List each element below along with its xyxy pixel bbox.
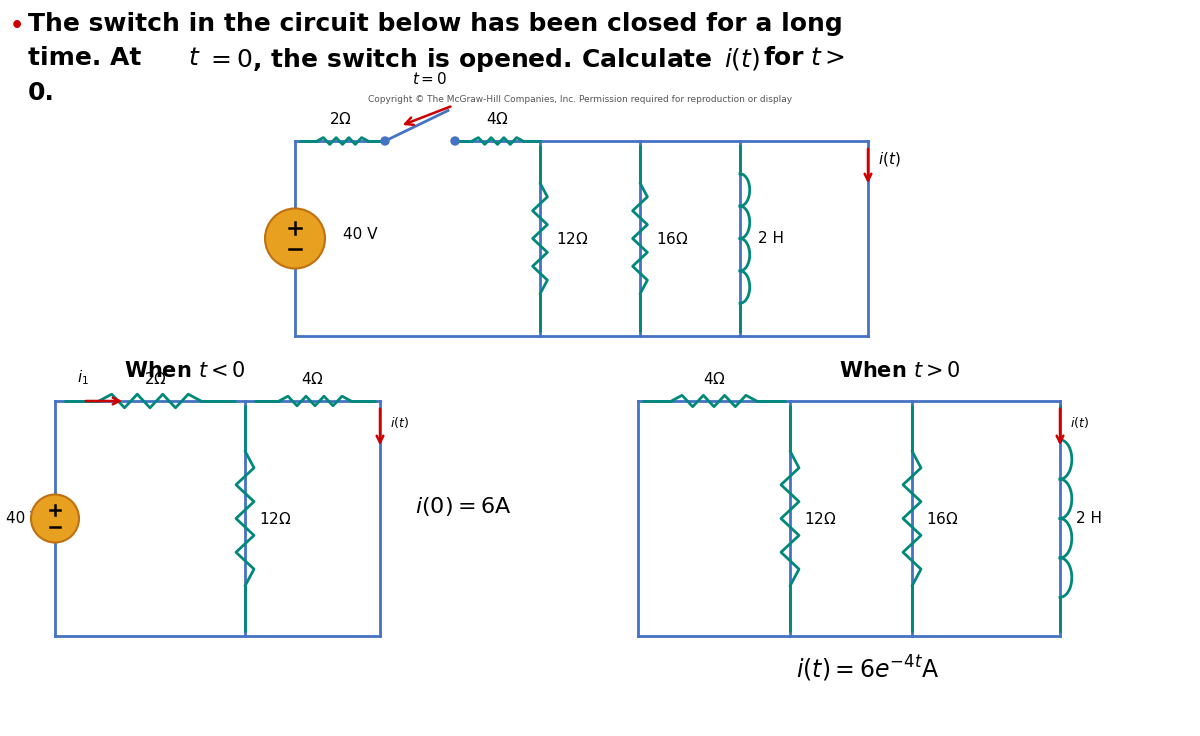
Text: $t >$: $t >$ bbox=[810, 46, 845, 70]
Text: 2 H: 2 H bbox=[1076, 511, 1102, 526]
Text: $i(t)$: $i(t)$ bbox=[724, 46, 760, 72]
Text: 2 H: 2 H bbox=[758, 231, 784, 246]
Circle shape bbox=[451, 137, 458, 145]
Text: 12$\Omega$: 12$\Omega$ bbox=[804, 511, 836, 526]
Text: 12$\Omega$: 12$\Omega$ bbox=[556, 230, 588, 247]
Text: $i(0) = 6\mathrm{A}$: $i(0) = 6\mathrm{A}$ bbox=[415, 495, 511, 517]
Text: 4$\Omega$: 4$\Omega$ bbox=[702, 371, 726, 387]
Text: $i(t)$: $i(t)$ bbox=[390, 416, 409, 431]
Text: $i(t)$: $i(t)$ bbox=[878, 150, 901, 168]
Text: $t=0$: $t=0$ bbox=[413, 71, 448, 87]
Text: 2$\Omega$: 2$\Omega$ bbox=[144, 371, 167, 387]
Text: 2$\Omega$: 2$\Omega$ bbox=[329, 111, 352, 127]
Text: Copyright © The McGraw-Hill Companies, Inc. Permission required for reproduction: Copyright © The McGraw-Hill Companies, I… bbox=[368, 95, 792, 104]
Text: 4$\Omega$: 4$\Omega$ bbox=[301, 371, 324, 387]
Text: 40 V: 40 V bbox=[6, 511, 41, 526]
Text: $i(t)$: $i(t)$ bbox=[1070, 416, 1090, 431]
Circle shape bbox=[265, 208, 325, 269]
Text: $i_1$: $i_1$ bbox=[77, 368, 89, 387]
Text: 16$\Omega$: 16$\Omega$ bbox=[926, 511, 959, 526]
Circle shape bbox=[382, 137, 389, 145]
Text: When $t > 0$: When $t > 0$ bbox=[839, 361, 961, 381]
Text: $= 0$, the switch is opened. Calculate: $= 0$, the switch is opened. Calculate bbox=[206, 46, 713, 74]
Text: $i(t) = 6e^{-4t}\mathrm{A}$: $i(t) = 6e^{-4t}\mathrm{A}$ bbox=[797, 654, 940, 684]
Text: time. At: time. At bbox=[28, 46, 150, 70]
Text: $t$: $t$ bbox=[188, 46, 200, 70]
Text: 0.: 0. bbox=[28, 81, 55, 105]
Text: 40 V: 40 V bbox=[343, 227, 378, 242]
Text: 4$\Omega$: 4$\Omega$ bbox=[486, 111, 509, 127]
Text: for: for bbox=[763, 46, 804, 70]
Text: 16$\Omega$: 16$\Omega$ bbox=[656, 230, 689, 247]
Text: When $t < 0$: When $t < 0$ bbox=[124, 361, 246, 381]
Circle shape bbox=[31, 495, 79, 542]
Text: •: • bbox=[10, 16, 24, 36]
Text: 12$\Omega$: 12$\Omega$ bbox=[259, 511, 292, 526]
Text: The switch in the circuit below has been closed for a long: The switch in the circuit below has been… bbox=[28, 12, 842, 36]
